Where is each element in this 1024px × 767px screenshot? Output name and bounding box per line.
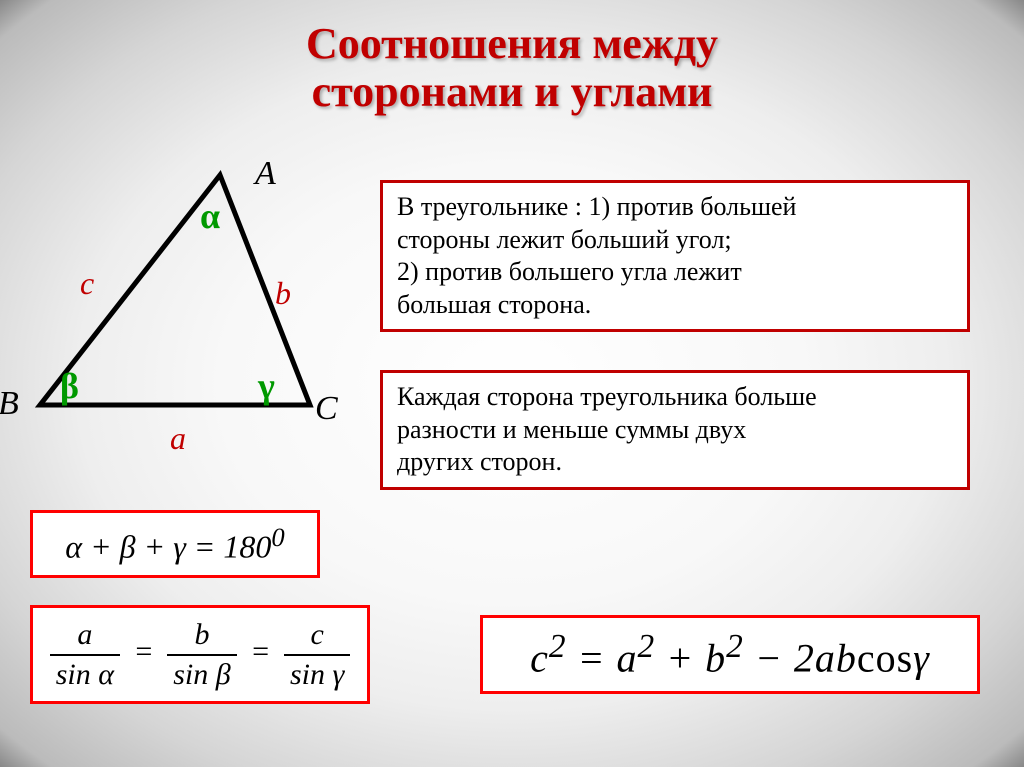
triangle-diagram: A B C α β γ a b c (10, 155, 340, 455)
sines-den: sin α (50, 656, 120, 694)
angle-label-gamma: γ (258, 365, 275, 407)
box1-line: В треугольнике : 1) против большей (397, 191, 953, 224)
title-line-1: Соотношения между (0, 20, 1024, 68)
theorem-box-1: В треугольнике : 1) против большей сторо… (380, 180, 970, 332)
sines-frac-1: a sin α (50, 616, 120, 693)
cos-minus: − 2 (744, 635, 815, 680)
sines-eq: = (133, 635, 153, 668)
box2-line: Каждая сторона треугольника больше (397, 381, 953, 414)
angle-sum-text: α + β + γ = 180 (65, 529, 271, 565)
sines-den: sin β (167, 656, 236, 694)
angle-label-alpha: α (200, 195, 220, 237)
cos-cos: cos (857, 635, 913, 680)
cos-ab: ab (815, 635, 857, 680)
cos-gamma: γ (913, 635, 930, 680)
cos-c-sup: 2 (549, 628, 567, 665)
sines-eq: = (250, 635, 270, 668)
page-title: Соотношения между сторонами и углами (0, 20, 1024, 117)
vertex-label-B: B (0, 385, 19, 423)
side-label-a: a (170, 420, 186, 457)
cos-b: b (705, 635, 726, 680)
sines-frac-3: c sin γ (284, 616, 350, 693)
formula-law-of-sines: a sin α = b sin β = c sin γ (30, 605, 370, 704)
box1-line: 2) против большего угла лежит (397, 256, 953, 289)
vertex-label-A: A (255, 155, 276, 193)
cos-a: a (617, 635, 638, 680)
formula-law-of-cosines: c2 = a2 + b2 − 2abcosγ (480, 615, 980, 694)
sines-num: a (50, 616, 120, 656)
angle-label-beta: β (60, 365, 79, 407)
theorem-box-2: Каждая сторона треугольника больше разно… (380, 370, 970, 490)
box2-line: других сторон. (397, 446, 953, 479)
vertex-label-C: C (315, 390, 338, 428)
sines-num: c (284, 616, 350, 656)
formula-angle-sum: α + β + γ = 1800 (30, 510, 320, 578)
cos-eq: = (567, 635, 617, 680)
cos-plus: + (655, 635, 705, 680)
sines-frac-2: b sin β (167, 616, 236, 693)
side-label-c: c (80, 265, 94, 302)
title-line-2: сторонами и углами (0, 68, 1024, 116)
box2-line: разности и меньше суммы двух (397, 414, 953, 447)
cos-b-sup: 2 (726, 628, 744, 665)
cos-a-sup: 2 (638, 628, 656, 665)
sines-den: sin γ (284, 656, 350, 694)
box1-line: большая сторона. (397, 289, 953, 322)
angle-sum-sup: 0 (271, 522, 284, 552)
box1-line: стороны лежит больший угол; (397, 224, 953, 257)
cos-c: c (530, 635, 549, 680)
side-label-b: b (275, 275, 291, 312)
sines-num: b (167, 616, 236, 656)
